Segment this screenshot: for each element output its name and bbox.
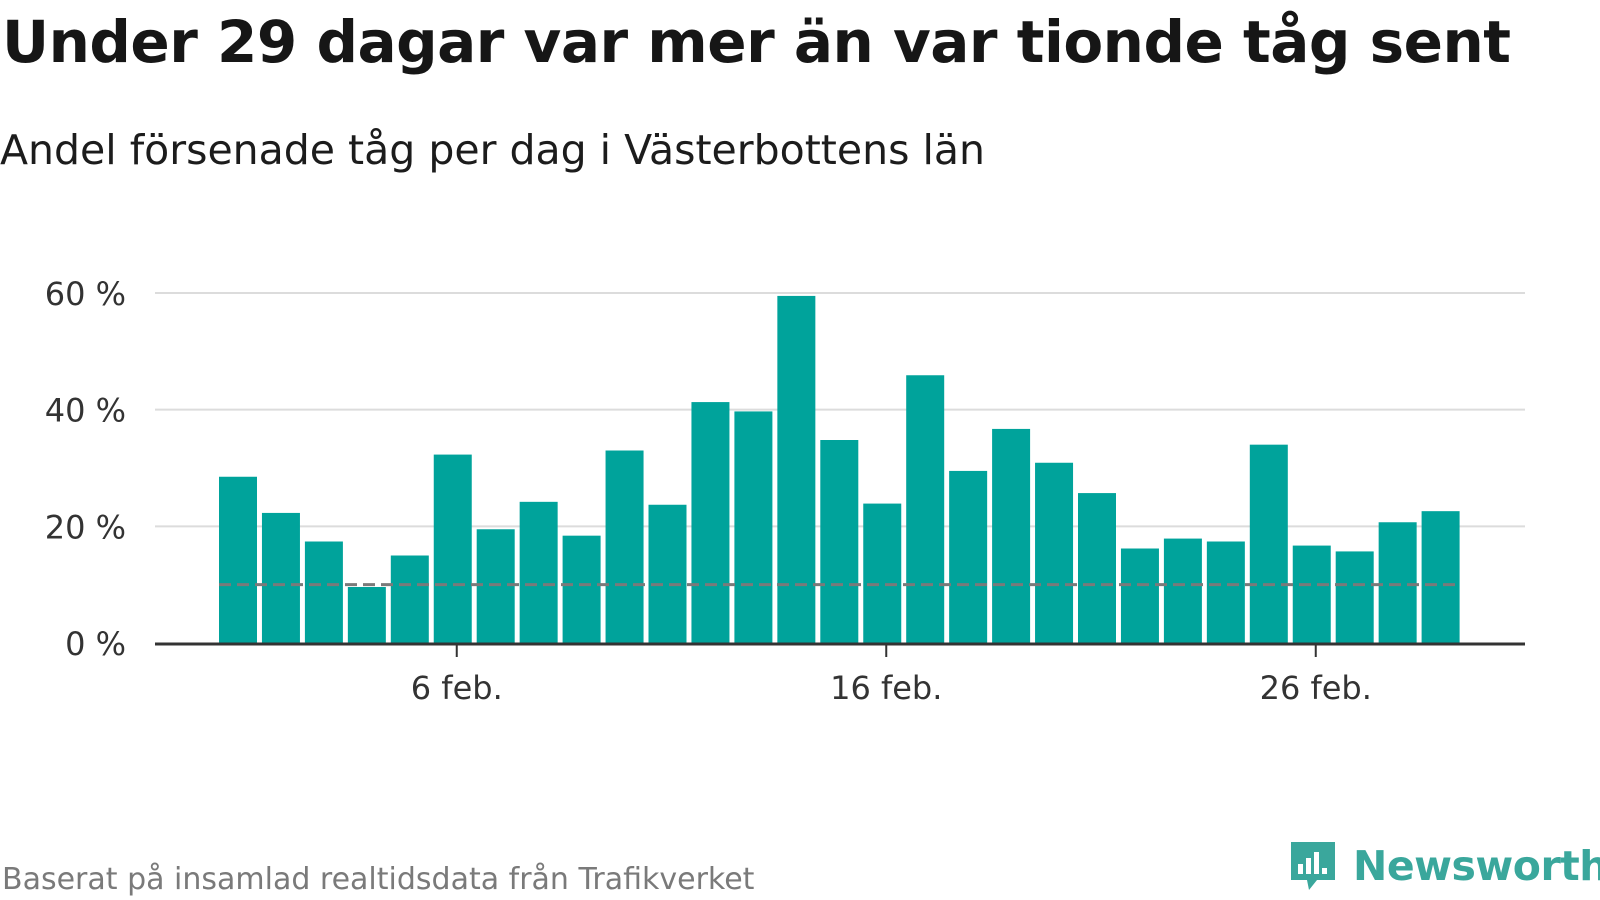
bar — [949, 470, 988, 643]
bar — [562, 535, 601, 643]
y-tick-label: 0 % — [65, 625, 126, 663]
bar — [390, 555, 429, 643]
bar — [605, 450, 644, 643]
bar — [820, 440, 859, 643]
bar — [519, 501, 558, 643]
bar — [304, 541, 343, 643]
bar — [691, 402, 730, 643]
bar — [1078, 493, 1116, 643]
bar — [433, 454, 472, 643]
bar — [734, 411, 773, 643]
x-axis-labels: 6 feb. 16 feb. 26 feb. — [411, 669, 1372, 707]
bar — [863, 503, 902, 643]
x-axis — [155, 642, 1525, 657]
logo-text: Newsworthy — [1353, 842, 1600, 890]
bar — [1163, 538, 1202, 643]
bar — [648, 504, 687, 643]
bar — [1421, 511, 1460, 643]
y-tick-label: 40 % — [45, 392, 126, 430]
bar — [219, 476, 257, 643]
chart-title: Under 29 dagar var mer än var tionde tåg… — [2, 8, 1511, 76]
bar — [347, 587, 386, 643]
bars — [219, 295, 1460, 643]
bar — [1206, 541, 1245, 643]
bar — [1378, 522, 1417, 643]
chart-subtitle: Andel försenade tåg per dag i Västerbott… — [0, 126, 985, 174]
x-tick-label: 26 feb. — [1260, 669, 1372, 707]
bar — [1249, 444, 1288, 643]
bar — [1035, 462, 1074, 643]
newsworthy-chart-bubble-icon — [1291, 842, 1335, 890]
x-tick-label: 6 feb. — [411, 669, 503, 707]
y-tick-label: 60 % — [45, 275, 126, 313]
bar — [777, 295, 816, 643]
bar — [906, 375, 945, 643]
source-note: Baserat på insamlad realtidsdata från Tr… — [2, 862, 755, 897]
y-axis-labels: 0 % 20 % 40 % 60 % — [45, 275, 126, 663]
y-tick-label: 20 % — [45, 508, 126, 546]
bar — [1292, 545, 1331, 643]
bar — [1120, 548, 1159, 643]
x-tick-label: 16 feb. — [830, 669, 942, 707]
bar — [261, 512, 300, 643]
bar — [992, 428, 1031, 643]
bar — [1335, 551, 1374, 643]
bar-chart: 0 % 20 % 40 % 60 % 6 feb. 16 feb. 26 feb. — [45, 275, 1525, 707]
newsworthy-logo: Newsworthy — [1287, 838, 1600, 894]
